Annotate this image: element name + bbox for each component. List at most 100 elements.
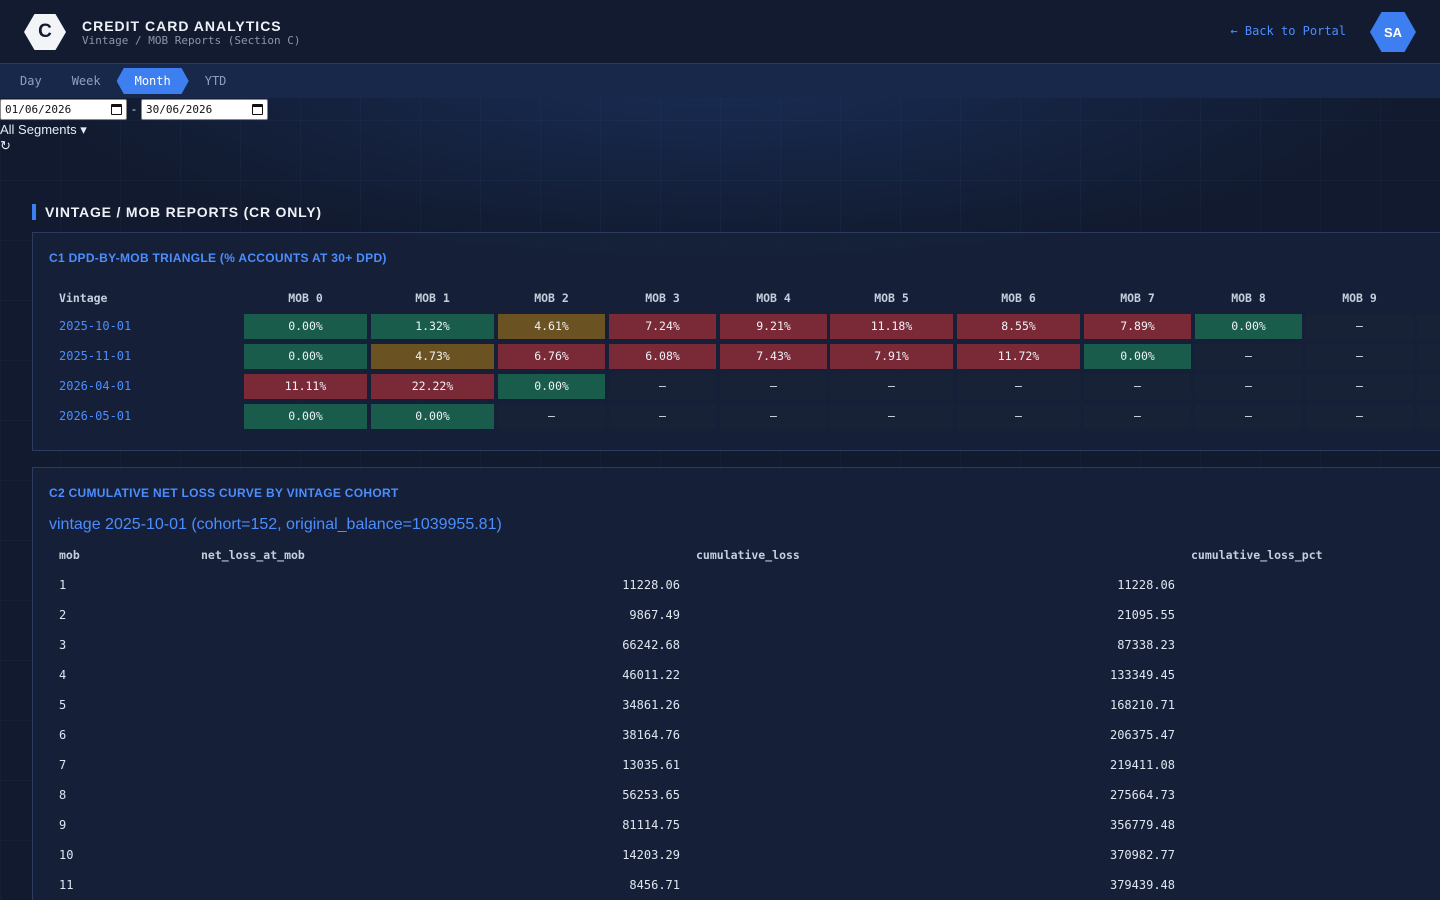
triangle-cell: 4.73% xyxy=(371,344,494,369)
cumulative-loss-value: 379439.48 xyxy=(1109,878,1175,892)
app-subtitle: Vintage / MOB Reports (Section C) xyxy=(82,34,301,47)
refresh-icon[interactable]: ↻ xyxy=(0,138,11,153)
triangle-cell-overflow xyxy=(1417,374,1440,399)
calendar-icon[interactable] xyxy=(111,103,122,115)
tab-ytd[interactable]: YTD xyxy=(204,74,227,88)
triangle-cell: 22.22% xyxy=(371,374,494,399)
triangle-cell: – xyxy=(1306,374,1413,399)
mob-value: 11 xyxy=(59,878,74,892)
mob-value: 4 xyxy=(59,668,67,682)
tab-week[interactable]: Week xyxy=(71,74,101,88)
date-from-value: 01/06/2026 xyxy=(5,102,72,116)
triangle-cell: – xyxy=(1306,404,1413,429)
mob-column-header: MOB 0 xyxy=(288,291,323,305)
vintage-row-link[interactable]: 2026-05-01 xyxy=(59,409,132,423)
vintage-row-link[interactable]: 2025-11-01 xyxy=(59,349,132,363)
cumulative-loss-value: 206375.47 xyxy=(1109,728,1175,742)
cumulative-loss-value: 11228.06 xyxy=(1117,578,1175,592)
date-separator: - xyxy=(132,102,136,116)
triangle-cell: – xyxy=(830,404,953,429)
triangle-cell: 7.89% xyxy=(1084,314,1191,339)
mob-column-header: MOB 3 xyxy=(645,291,680,305)
mob-value: 6 xyxy=(59,728,67,742)
triangle-cell: – xyxy=(957,374,1080,399)
triangle-cell: 0.00% xyxy=(371,404,494,429)
triangle-cell: – xyxy=(830,374,953,399)
triangle-cell: – xyxy=(1306,314,1413,339)
triangle-cell: – xyxy=(498,404,605,429)
loss-curve-card: C2 CUMULATIVE NET LOSS CURVE BY VINTAGE … xyxy=(32,467,1440,900)
app-title: CREDIT CARD ANALYTICS xyxy=(82,18,282,34)
vintage-row-link[interactable]: 2025-10-01 xyxy=(59,319,132,333)
app-logo: C xyxy=(24,14,66,50)
tab-month[interactable]: Month xyxy=(116,68,189,94)
date-to-input[interactable]: 30/06/2026 xyxy=(141,98,268,120)
triangle-cell: 11.72% xyxy=(957,344,1080,369)
triangle-cell: 7.24% xyxy=(609,314,716,339)
loss-column-header: net_loss_at_mob xyxy=(201,548,305,562)
segment-select[interactable]: All Segments ▾ xyxy=(0,122,87,137)
triangle-cell: 0.00% xyxy=(1195,314,1302,339)
triangle-cell: 4.61% xyxy=(498,314,605,339)
cumulative-loss-value: 133349.45 xyxy=(1109,668,1175,682)
mob-value: 8 xyxy=(59,788,67,802)
net-loss-value: 14203.29 xyxy=(622,848,680,862)
net-loss-value: 34861.26 xyxy=(622,698,680,712)
net-loss-value: 81114.75 xyxy=(622,818,680,832)
net-loss-value: 8456.71 xyxy=(629,878,680,892)
cumulative-loss-value: 21095.55 xyxy=(1117,608,1175,622)
net-loss-value: 38164.76 xyxy=(622,728,680,742)
triangle-title: C1 DPD-BY-MOB TRIANGLE (% ACCOUNTS AT 30… xyxy=(49,251,387,265)
date-from-input[interactable]: 01/06/2026 xyxy=(0,98,127,120)
triangle-cell: 0.00% xyxy=(244,404,367,429)
triangle-cell: – xyxy=(1195,374,1302,399)
triangle-cell: 1.32% xyxy=(371,314,494,339)
mob-column-header: MOB 6 xyxy=(1001,291,1036,305)
net-loss-value: 56253.65 xyxy=(622,788,680,802)
vintage-column-header: Vintage xyxy=(59,291,108,305)
triangle-cell: – xyxy=(609,404,716,429)
mob-value: 9 xyxy=(59,818,67,832)
filter-bar: 01/06/2026 - 30/06/2026 All Segments ▾ ↻ xyxy=(0,98,268,153)
back-to-portal-link[interactable]: ← Back to Portal xyxy=(1230,24,1346,38)
cumulative-loss-value: 356779.48 xyxy=(1109,818,1175,832)
mob-column-header: MOB 4 xyxy=(756,291,791,305)
dpd-triangle-card: C1 DPD-BY-MOB TRIANGLE (% ACCOUNTS AT 30… xyxy=(32,232,1440,451)
loss-curve-title: C2 CUMULATIVE NET LOSS CURVE BY VINTAGE … xyxy=(49,486,399,500)
triangle-cell: – xyxy=(720,404,827,429)
triangle-cell-overflow xyxy=(1417,344,1440,369)
mob-column-header: MOB 8 xyxy=(1231,291,1266,305)
mob-value: 2 xyxy=(59,608,67,622)
calendar-icon[interactable] xyxy=(252,103,263,115)
user-avatar[interactable]: SA xyxy=(1370,12,1416,52)
section-title: VINTAGE / MOB REPORTS (CR ONLY) xyxy=(32,204,322,220)
triangle-cell: – xyxy=(720,374,827,399)
triangle-cell: 11.11% xyxy=(244,374,367,399)
mob-value: 5 xyxy=(59,698,67,712)
vintage-row-link[interactable]: 2026-04-01 xyxy=(59,379,132,393)
tab-day[interactable]: Day xyxy=(20,74,42,88)
net-loss-value: 11228.06 xyxy=(622,578,680,592)
mob-value: 7 xyxy=(59,758,67,772)
triangle-cell: – xyxy=(1084,404,1191,429)
triangle-cell: – xyxy=(609,374,716,399)
triangle-cell: 0.00% xyxy=(498,374,605,399)
triangle-cell: 7.43% xyxy=(720,344,827,369)
triangle-cell: – xyxy=(957,404,1080,429)
triangle-cell: – xyxy=(1195,404,1302,429)
top-bar: C CREDIT CARD ANALYTICS Vintage / MOB Re… xyxy=(0,0,1440,64)
net-loss-value: 9867.49 xyxy=(629,608,680,622)
triangle-cell: 0.00% xyxy=(1084,344,1191,369)
mob-column-header: MOB 5 xyxy=(874,291,909,305)
net-loss-value: 13035.61 xyxy=(622,758,680,772)
cumulative-loss-value: 370982.77 xyxy=(1109,848,1175,862)
cohort-link[interactable]: vintage 2025-10-01 (cohort=152, original… xyxy=(49,516,502,533)
triangle-cell: – xyxy=(1084,374,1191,399)
triangle-cell: 11.18% xyxy=(830,314,953,339)
triangle-cell: – xyxy=(1306,344,1413,369)
loss-column-header: mob xyxy=(59,548,80,562)
period-tabs: Day Week Month YTD xyxy=(0,64,1440,98)
date-to-value: 30/06/2026 xyxy=(146,102,213,116)
triangle-cell: 9.21% xyxy=(720,314,827,339)
triangle-cell: 6.76% xyxy=(498,344,605,369)
